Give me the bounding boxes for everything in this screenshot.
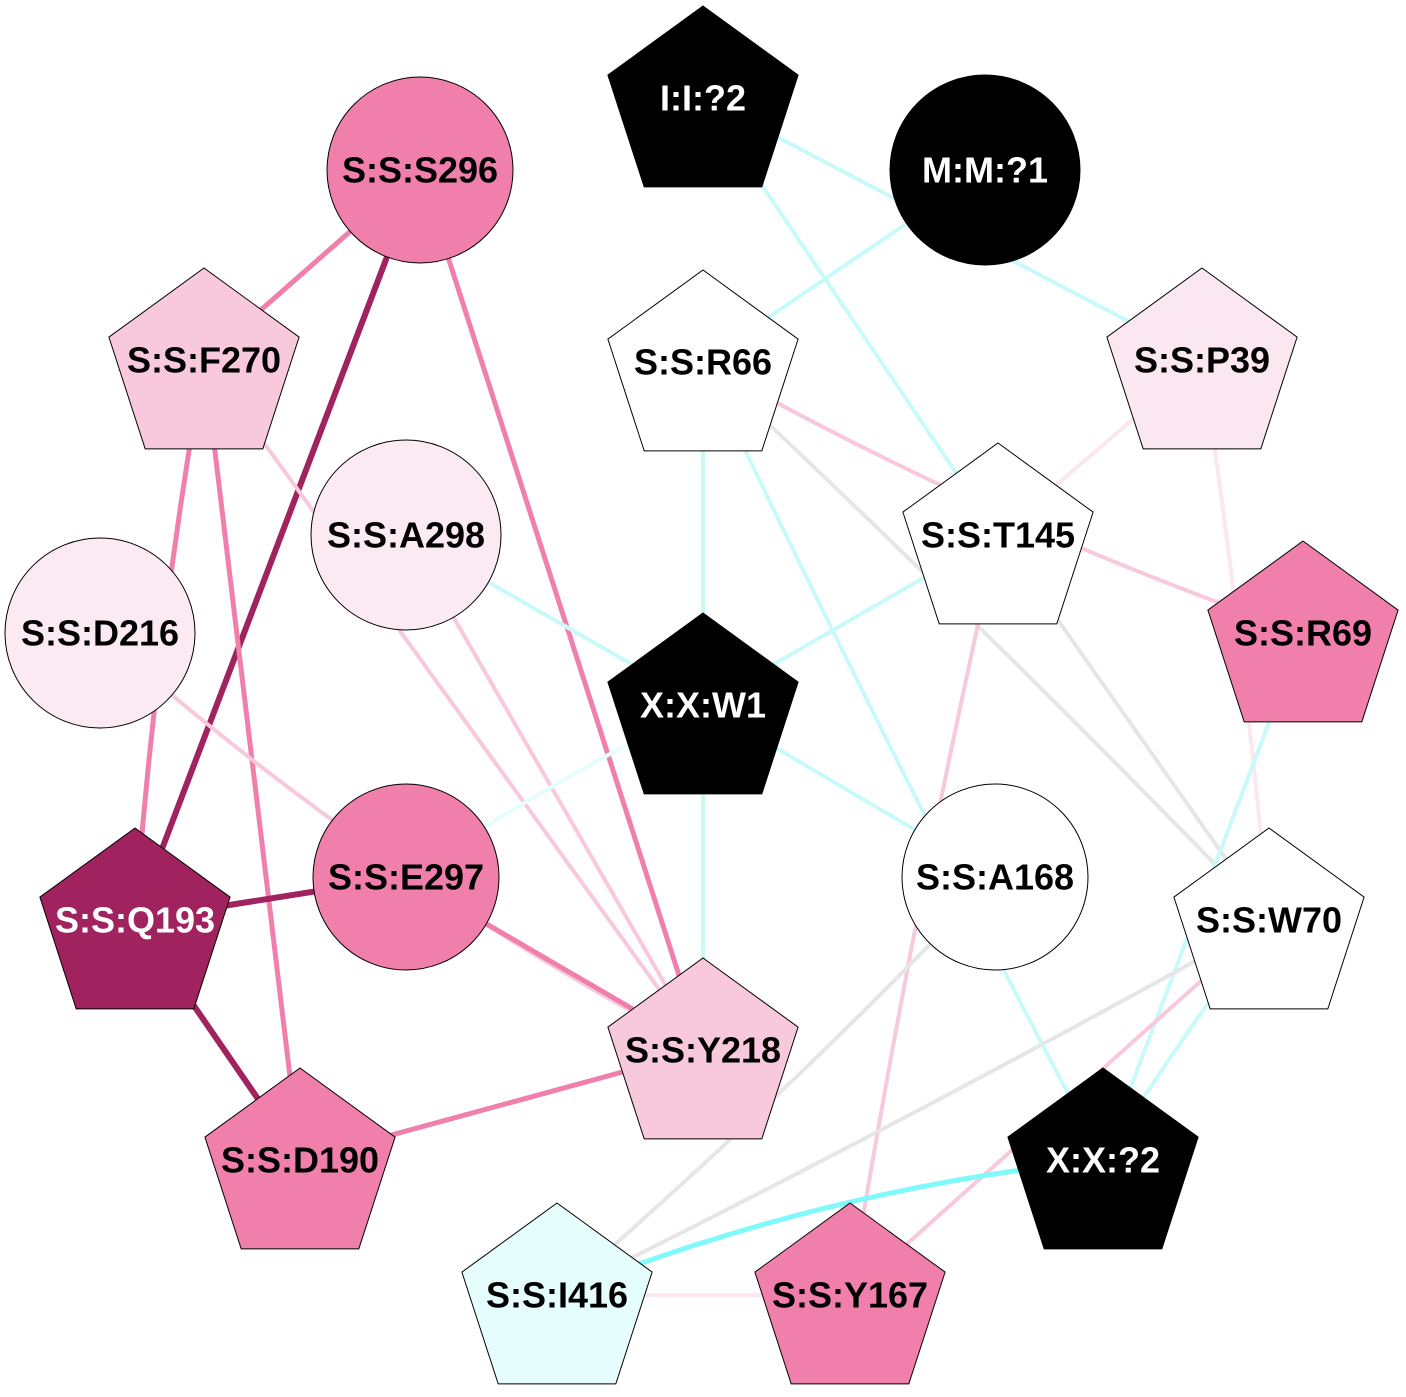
- node-label: S:S:D190: [221, 1140, 379, 1181]
- node-pentagon: [607, 957, 799, 1140]
- node-label: S:S:F270: [127, 340, 281, 381]
- node-s-s-a168: S:S:A168: [901, 783, 1089, 971]
- node-label: S:S:T145: [921, 515, 1075, 556]
- node-label: X:X:?2: [1046, 1140, 1160, 1181]
- node-label: S:S:E297: [328, 857, 484, 898]
- edge-s-s-f270-s-s-y218: [202, 358, 705, 1052]
- node-circle: [889, 74, 1081, 266]
- node-s-s-s296: S:S:S296: [326, 76, 514, 264]
- node-m-m-1: M:M:?1: [889, 74, 1081, 266]
- edge-s-s-r66-s-s-w70: [701, 360, 1271, 922]
- node-circle: [326, 76, 514, 264]
- node-label: S:S:Y218: [625, 1030, 781, 1071]
- node-label: S:S:I416: [486, 1275, 628, 1316]
- node-label: S:S:S296: [342, 150, 498, 191]
- node-s-s-w70: S:S:W70: [1173, 827, 1365, 1010]
- node-label: S:S:D216: [21, 613, 179, 654]
- node-pentagon: [108, 267, 300, 450]
- node-s-s-a298: S:S:A298: [310, 439, 502, 631]
- node-pentagon: [461, 1202, 653, 1385]
- node-s-s-i416: S:S:I416: [461, 1202, 653, 1385]
- node-pentagon: [204, 1067, 396, 1250]
- node-label: S:S:R69: [1234, 613, 1372, 654]
- node-label: S:S:Q193: [55, 900, 215, 941]
- node-s-s-t145: S:S:T145: [902, 442, 1094, 625]
- node-label: S:S:W70: [1196, 900, 1342, 941]
- node-label: S:S:Y167: [772, 1275, 928, 1316]
- node-s-s-r66: S:S:R66: [607, 269, 799, 452]
- edge-s-s-w70-s-s-i416: [556, 918, 1270, 1297]
- node-pentagon: [607, 612, 799, 795]
- edge-s-s-s296-s-s-q193: [132, 168, 423, 922]
- node-s-s-e297: S:S:E297: [312, 783, 500, 971]
- node-pentagon: [1207, 540, 1399, 723]
- node-pentagon: [39, 827, 231, 1010]
- node-label: M:M:?1: [922, 150, 1048, 191]
- node-pentagon: [1173, 827, 1365, 1010]
- node-pentagon: [1007, 1067, 1199, 1250]
- node-pentagon: [902, 442, 1094, 625]
- node-i-i-2: I:I:?2: [607, 5, 799, 188]
- node-s-s-r69: S:S:R69: [1207, 540, 1399, 723]
- node-layer: I:I:?2 M:M:?1 S:S:S296 S:S:F270 S:S:R66 S:S:P…: [4, 5, 1399, 1385]
- node-label: S:S:A168: [916, 857, 1074, 898]
- node-x-x-2: X:X:?2: [1007, 1067, 1199, 1250]
- node-s-s-y218: S:S:Y218: [607, 957, 799, 1140]
- node-pentagon: [607, 5, 799, 188]
- node-pentagon: [754, 1202, 946, 1385]
- node-s-s-q193: S:S:Q193: [39, 827, 231, 1010]
- node-label: I:I:?2: [660, 78, 746, 119]
- node-s-s-y167: S:S:Y167: [754, 1202, 946, 1385]
- node-s-s-d216: S:S:D216: [4, 537, 196, 729]
- node-s-s-p39: S:S:P39: [1106, 267, 1298, 450]
- node-s-s-f270: S:S:F270: [108, 267, 300, 450]
- node-circle: [901, 783, 1089, 971]
- node-label: S:S:A298: [327, 515, 485, 556]
- node-x-x-w1: X:X:W1: [607, 612, 799, 795]
- node-label: S:S:P39: [1134, 340, 1270, 381]
- node-pentagon: [607, 269, 799, 452]
- node-label: S:S:R66: [634, 342, 772, 383]
- edge-s-s-s296-s-s-y218: [417, 169, 706, 1051]
- node-circle: [4, 537, 196, 729]
- node-circle: [312, 783, 500, 971]
- node-label: X:X:W1: [640, 685, 766, 726]
- node-circle: [310, 439, 502, 631]
- node-pentagon: [1106, 267, 1298, 450]
- node-s-s-d190: S:S:D190: [204, 1067, 396, 1250]
